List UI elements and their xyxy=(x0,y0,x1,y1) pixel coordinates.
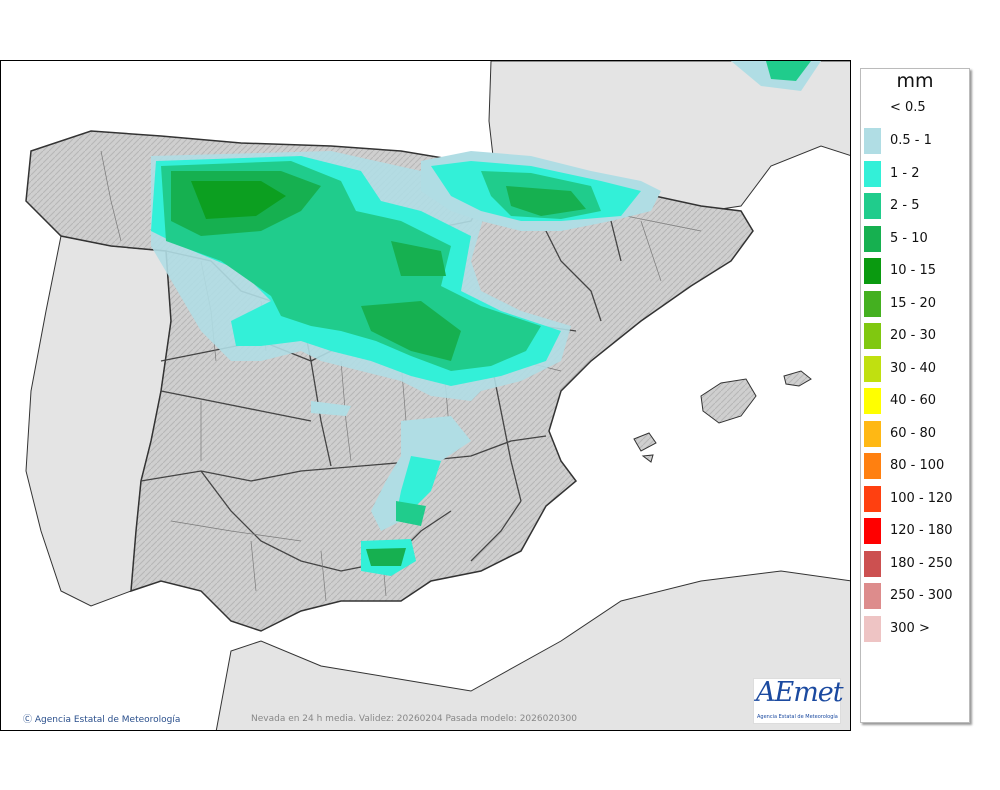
legend-label: 40 - 60 xyxy=(890,393,937,408)
legend-label: 300 > xyxy=(890,620,930,636)
aemet-logo-mark: AEmet xyxy=(756,677,844,708)
formentera-land xyxy=(641,454,654,463)
legend-swatch xyxy=(864,388,881,414)
legend-label: 15 - 20 xyxy=(890,295,937,311)
legend-swatch xyxy=(864,225,881,252)
legend-label: 60 - 80 xyxy=(890,425,937,441)
legend-swatch xyxy=(864,323,881,349)
copyright-icon: Ⓒ xyxy=(23,715,33,725)
legend-item: 80 - 100 xyxy=(864,453,968,479)
legend-label: 100 - 120 xyxy=(890,490,953,506)
legend-item: 1 - 2 xyxy=(864,160,968,187)
validity-text: Nevada en 24 h media. Validez: 20260204 … xyxy=(251,714,577,724)
ibiza-land xyxy=(633,432,657,452)
legend-label: 5 - 10 xyxy=(890,230,928,246)
legend-below-threshold: < 0.5 xyxy=(890,100,926,115)
legend-item: 30 - 40 xyxy=(864,355,968,382)
map-panel[interactable]: Ⓒ Agencia Estatal de Meteorología Nevada… xyxy=(0,60,851,731)
legend-item: 0.5 - 1 xyxy=(864,128,968,154)
legend-label: 1 - 2 xyxy=(890,165,920,181)
legend-item: 40 - 60 xyxy=(864,388,968,414)
legend-item: 250 - 300 xyxy=(864,583,968,609)
legend-swatch xyxy=(864,290,881,317)
legend-label: 80 - 100 xyxy=(890,458,945,473)
legend-swatch xyxy=(864,160,881,187)
legend-label: 250 - 300 xyxy=(890,588,953,603)
legend-swatch xyxy=(864,128,881,154)
africa-land xyxy=(215,570,850,730)
map-canvas xyxy=(25,61,850,730)
legend-label: 30 - 40 xyxy=(890,360,937,376)
legend-unit: mm xyxy=(896,70,934,92)
legend-label: 120 - 180 xyxy=(890,523,953,538)
legend-swatch xyxy=(864,193,881,219)
legend-item: 60 - 80 xyxy=(864,420,968,447)
legend-swatch xyxy=(864,550,881,577)
legend-item: 20 - 30 xyxy=(864,323,968,349)
legend-swatch xyxy=(864,258,881,284)
legend-swatch xyxy=(864,355,881,382)
legend-item: 2 - 5 xyxy=(864,193,968,219)
legend-swatch xyxy=(864,615,881,642)
legend-label: 180 - 250 xyxy=(890,555,953,571)
legend-item: 10 - 15 xyxy=(864,258,968,284)
legend-item: 300 > xyxy=(864,615,968,642)
legend-item: 120 - 180 xyxy=(864,518,968,544)
aemet-logo-subtitle: Agencia Estatal de Meteorología xyxy=(757,714,838,720)
legend-swatch xyxy=(864,485,881,512)
legend-swatch xyxy=(864,583,881,609)
legend-item: 100 - 120 xyxy=(864,485,968,512)
legend-item: 180 - 250 xyxy=(864,550,968,577)
agency-credit-text: Agencia Estatal de Meteorología xyxy=(34,715,181,725)
legend-swatch xyxy=(864,453,881,479)
agency-credit: Ⓒ Agencia Estatal de Meteorología xyxy=(23,712,180,725)
legend-label: 10 - 15 xyxy=(890,263,937,278)
aemet-logo: AEmet Agencia Estatal de Meteorología xyxy=(753,677,844,724)
legend-label: 0.5 - 1 xyxy=(890,133,932,148)
legend-label: 20 - 30 xyxy=(890,328,937,343)
legend-item: 5 - 10 xyxy=(864,225,968,252)
menorca-land xyxy=(783,370,812,387)
legend-item: 15 - 20 xyxy=(864,290,968,317)
mallorca-land xyxy=(700,378,757,424)
legend-swatch xyxy=(864,518,881,544)
legend-panel: mm < 0.5 0.5 - 1 1 - 2 2 - 5 5 - 10 10 - 15 1… xyxy=(860,68,970,723)
legend-swatch xyxy=(864,420,881,447)
legend-label: 2 - 5 xyxy=(890,198,920,213)
snowfall-overlays xyxy=(151,61,821,576)
